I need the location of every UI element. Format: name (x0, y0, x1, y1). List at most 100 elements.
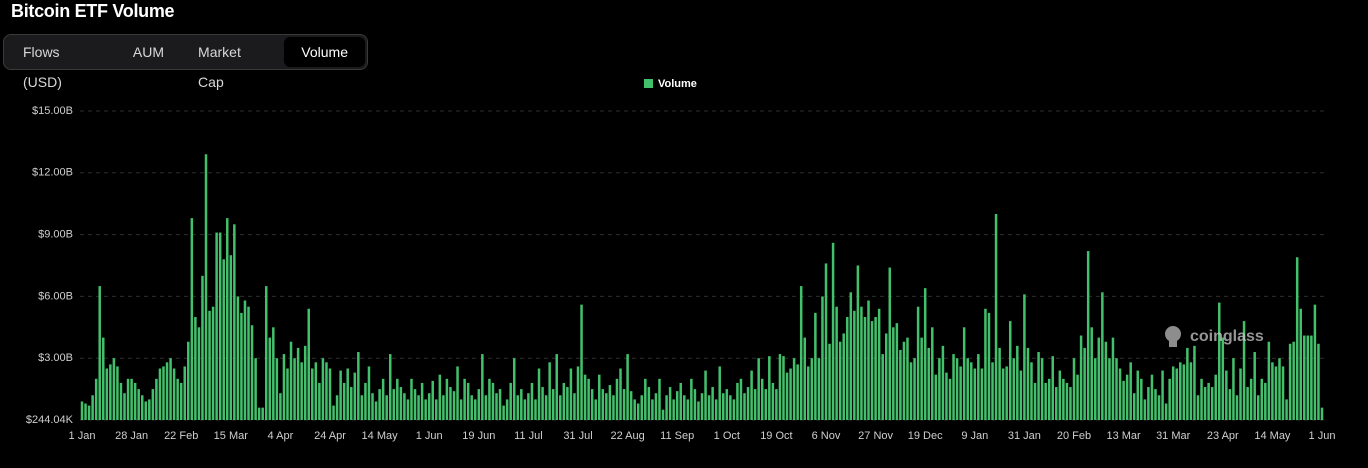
bar (293, 358, 296, 420)
tab[interactable]: Market Cap (198, 44, 241, 90)
bar (133, 382, 137, 420)
bar (1320, 407, 1324, 420)
bar (1122, 380, 1125, 420)
bar (789, 368, 792, 420)
bar (1228, 389, 1232, 420)
bar (987, 312, 991, 420)
bar (927, 347, 930, 420)
bar (307, 308, 310, 420)
bar (1065, 382, 1069, 420)
bar (909, 362, 913, 420)
bar (272, 327, 275, 420)
bar (1111, 337, 1115, 420)
bar (746, 387, 750, 420)
bar (612, 395, 615, 420)
bar (1310, 335, 1313, 420)
bar (814, 312, 817, 420)
bar (1097, 337, 1101, 420)
bar (495, 393, 498, 420)
x-tick-label: 6 Nov (812, 430, 841, 442)
bar (112, 358, 116, 420)
bar (215, 232, 218, 420)
bar (1161, 370, 1164, 420)
y-tick-label: $9.00B (38, 229, 73, 241)
bar (651, 399, 654, 420)
bar (1150, 374, 1154, 420)
bar (353, 372, 357, 420)
bar (1076, 374, 1079, 420)
bar (1313, 304, 1317, 420)
tab[interactable]: AUM (132, 44, 165, 60)
bar (601, 389, 605, 420)
bar (410, 378, 413, 420)
bar (877, 308, 881, 420)
x-tick-label: 27 Nov (858, 430, 893, 442)
bar (948, 378, 952, 420)
bar (1271, 362, 1274, 420)
bar (768, 356, 771, 420)
bar (222, 259, 225, 420)
bar (1012, 358, 1016, 420)
bar (399, 387, 403, 420)
x-tick-label: 1 Jun (416, 430, 443, 442)
bar (247, 306, 250, 420)
bar (481, 354, 484, 420)
bar (357, 352, 360, 420)
bar (537, 368, 541, 420)
legend-swatch (644, 79, 653, 88)
x-tick-label: 28 Jan (115, 430, 148, 442)
bar (155, 378, 158, 420)
bar (1264, 382, 1267, 420)
bar (1044, 382, 1047, 420)
bar (955, 358, 959, 420)
bar (661, 409, 665, 420)
bar (636, 403, 640, 420)
bar (1008, 321, 1012, 420)
x-tick-label: 13 Mar (1106, 430, 1141, 442)
bar (318, 382, 321, 420)
bar (364, 382, 367, 420)
bar (126, 378, 130, 420)
tab[interactable]: Flows (USD) (23, 44, 62, 90)
bar (1221, 337, 1225, 420)
x-tick-label: 19 Jun (462, 430, 495, 442)
bar (264, 286, 268, 420)
x-tick-label: 4 Apr (268, 430, 294, 442)
bar (527, 393, 530, 420)
bar (1132, 393, 1136, 420)
bar (498, 389, 502, 420)
bar (916, 306, 920, 420)
bar (1179, 362, 1182, 420)
bar (332, 405, 335, 420)
bar (668, 387, 672, 420)
y-tick-label: $244.04K (26, 414, 74, 426)
bar (289, 341, 293, 420)
bar (711, 387, 714, 420)
bar (842, 333, 845, 420)
bar (98, 286, 101, 420)
bar (945, 372, 948, 420)
bar (512, 358, 516, 420)
bar (1129, 362, 1132, 420)
bar (172, 368, 176, 420)
bar (194, 317, 197, 420)
x-tick-label: 9 Jan (961, 430, 988, 442)
bar (530, 382, 534, 420)
bar (1235, 395, 1239, 420)
bar (1062, 378, 1065, 420)
bar (342, 382, 346, 420)
bar (378, 389, 381, 420)
bar (1079, 335, 1083, 420)
bar (466, 382, 470, 420)
bar (218, 232, 222, 420)
bar (1182, 364, 1186, 420)
bar (867, 300, 870, 420)
bar (856, 265, 860, 420)
bar (144, 401, 148, 420)
bar (311, 368, 314, 420)
bar (1232, 358, 1235, 420)
bar (1253, 352, 1256, 420)
bar (1299, 308, 1302, 420)
tab[interactable]: Volume (284, 37, 365, 67)
watermark: coinglass (1165, 326, 1264, 347)
